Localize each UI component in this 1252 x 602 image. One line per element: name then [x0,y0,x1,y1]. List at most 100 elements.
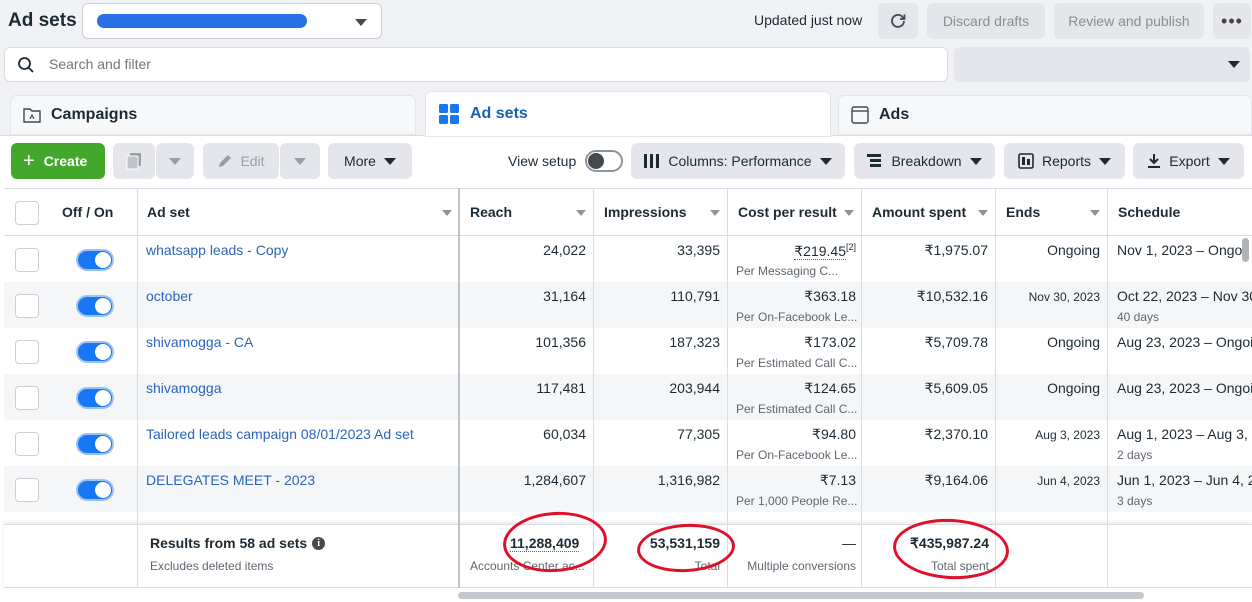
header-label: Reach [470,204,513,220]
table-row[interactable]: shivamogga 117,481 203,944 ₹124.65 Per Estim… [4,374,1252,420]
ends-value: Nov 30, 2023 [1028,290,1100,304]
chevron-down-icon [294,157,306,165]
ad-set-toggle[interactable] [76,479,114,501]
row-checkbox[interactable] [15,432,39,456]
summary-row: Results from 58 ad sets i Excludes delete… [4,524,1252,588]
table-row[interactable]: whatsapp leads - Copy 24,022 33,395 ₹219.45… [4,236,1252,282]
header-cost-per-result[interactable]: Cost per result [728,188,862,236]
ends-value: Ongoing [1047,334,1100,350]
summary-impressions-sub: Total [694,559,720,573]
tab-ad-sets[interactable]: Ad sets [425,91,831,137]
tab-ads[interactable]: Ads [838,95,1252,135]
view-setup-toggle[interactable] [585,150,623,172]
ends-value: Ongoing [1047,242,1100,258]
ad-set-toggle[interactable] [76,249,114,271]
header-impressions[interactable]: Impressions [594,188,728,236]
impressions-value: 77,305 [677,426,720,442]
more-button[interactable]: More [328,143,412,179]
review-publish-button[interactable]: Review and publish [1054,3,1204,39]
edit-button[interactable]: Edit [203,143,279,179]
sort-icon [710,210,720,216]
ad-set-name-link[interactable]: shivamogga [146,380,222,396]
duplicate-button[interactable] [113,143,155,179]
cost-value: ₹363.18 [804,288,856,304]
impressions-value: 110,791 [670,288,720,304]
header-schedule[interactable]: Schedule [1108,188,1252,236]
row-checkbox[interactable] [15,386,39,410]
chevron-down-icon [969,157,982,165]
create-label: Create [43,153,88,169]
search-input[interactable] [49,56,549,72]
discard-drafts-button[interactable]: Discard drafts [927,3,1045,39]
ends-value: Jun 4, 2023 [1037,474,1100,488]
account-selector[interactable] [82,3,382,39]
ad-set-name-link[interactable]: Tailored leads campaign 08/01/2023 Ad se… [146,426,414,442]
header-select-all[interactable] [4,188,60,236]
table-row[interactable]: shivamogga - CA 101,356 187,323 ₹173.02 Per … [4,328,1252,374]
row-checkbox[interactable] [15,340,39,364]
horizontal-scrollbar[interactable] [458,592,1144,599]
view-setup-label: View setup [508,153,577,169]
info-icon[interactable]: i [312,536,326,550]
column-divider [995,188,996,588]
search-bar[interactable] [4,47,948,82]
row-checkbox[interactable] [15,248,39,272]
amount-spent-value: ₹1,975.07 [924,242,988,258]
header-label: Schedule [1118,204,1181,220]
summary-cost-sub: Multiple conversions [747,559,856,573]
export-button[interactable]: Export [1133,143,1244,179]
redacted-account-name [97,14,307,28]
schedule-duration: 2 days [1117,448,1153,462]
table-row[interactable]: october 31,164 110,791 ₹363.18 Per On-Facebo… [4,282,1252,328]
duplicate-dropdown[interactable] [156,143,194,179]
row-checkbox[interactable] [15,478,39,502]
select-all-checkbox[interactable] [15,201,39,225]
header-label: Amount spent [872,204,967,220]
columns-label: Columns: Performance [668,153,812,169]
header-label: Impressions [604,204,687,220]
top-bar: Ad sets Updated just now Discard drafts … [0,0,1252,42]
reports-button[interactable]: Reports [1004,143,1125,179]
reach-value: 31,164 [543,288,586,304]
cost-value: ₹94.80 [812,426,856,442]
date-range-picker[interactable] [954,47,1250,82]
header-reach[interactable]: Reach [460,188,594,236]
tab-campaigns[interactable]: Campaigns [10,95,416,135]
ad-set-toggle[interactable] [76,295,114,317]
amount-spent-value: ₹5,709.78 [924,334,988,350]
table-row[interactable]: Tailored leads campaign 08/01/2023 Ad se… [4,420,1252,466]
columns-button[interactable]: Columns: Performance [631,143,845,179]
edit-label: Edit [240,153,265,169]
row-checkbox[interactable] [15,294,39,318]
chevron-down-icon [819,157,832,165]
create-button[interactable]: + Create [11,143,105,179]
cost-per-result-cell: ₹94.80 [728,426,856,472]
updated-status: Updated just now [754,12,863,28]
breakdown-button[interactable]: Breakdown [854,143,995,179]
tab-label: Campaigns [51,106,138,123]
ad-set-name-link[interactable]: october [146,288,193,304]
ad-set-name-link[interactable]: shivamogga - CA [146,334,254,350]
ad-set-toggle[interactable] [76,433,114,455]
header-ends[interactable]: Ends [996,188,1108,236]
column-divider [861,188,862,588]
more-label: More [344,153,376,169]
header-amount-spent[interactable]: Amount spent [862,188,996,236]
more-options-button[interactable]: ••• [1213,3,1251,39]
ad-set-toggle[interactable] [76,387,114,409]
ad-set-name-link[interactable]: whatsapp leads - Copy [146,242,289,258]
cost-subtext: Per On-Facebook Le... [736,310,858,324]
ad-card-icon [851,106,869,124]
header-off-on: Off / On [52,188,138,236]
amount-spent-value: ₹5,609.05 [924,380,988,396]
chevron-down-icon [169,157,181,165]
refresh-button[interactable] [878,3,918,39]
impressions-value: 203,944 [669,380,720,396]
ad-set-toggle[interactable] [76,341,114,363]
vertical-scrollbar[interactable] [1242,238,1249,262]
edit-dropdown[interactable] [280,143,320,179]
table-row[interactable]: DELEGATES MEET - 2023 1,284,607 1,316,982 ₹… [4,466,1252,512]
header-ad-set[interactable]: Ad set [138,188,460,236]
reach-value: 1,284,607 [523,472,586,488]
ad-set-name-link[interactable]: DELEGATES MEET - 2023 [146,472,316,488]
